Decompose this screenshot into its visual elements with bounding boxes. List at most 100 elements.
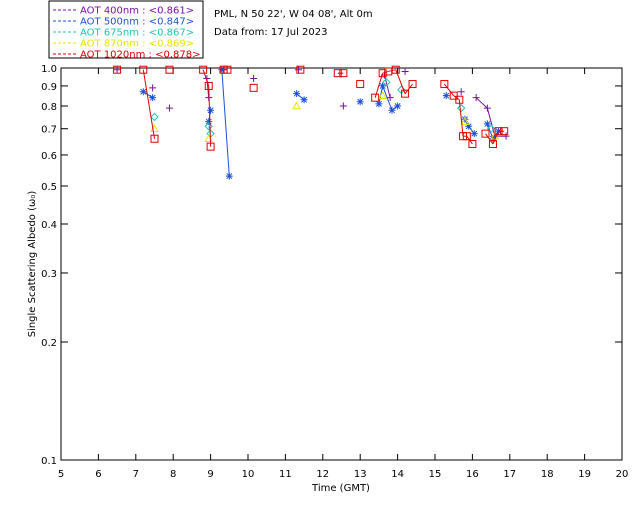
x-axis-label: Time (GMT) (311, 483, 370, 494)
x-tick-label: 18 (541, 469, 554, 480)
data-point (483, 104, 491, 112)
data-point (139, 88, 147, 96)
y-tick-label: 0.8 (41, 102, 57, 113)
info-date: Data from: 17 Jul 2023 (214, 27, 327, 38)
data-point (199, 65, 208, 74)
data-point (488, 139, 497, 148)
data-point (207, 106, 215, 114)
series-segment (221, 69, 230, 177)
series-segment (202, 69, 210, 87)
data-point (382, 77, 391, 87)
data-point (388, 106, 396, 114)
series-segment (404, 83, 413, 94)
data-point (371, 93, 380, 102)
data-point (218, 66, 226, 74)
y-tick-label: 0.4 (41, 220, 57, 231)
x-tick-label: 20 (616, 469, 629, 480)
data-point (356, 80, 365, 89)
plot-frame (60, 67, 623, 461)
series-segment (486, 108, 496, 137)
data-point (375, 100, 383, 108)
x-tick-label: 10 (242, 469, 255, 480)
legend-entry: AOT 400nm : <0.861> (80, 6, 194, 17)
x-tick-label: 7 (133, 469, 139, 480)
series-segment (142, 69, 155, 139)
data-point (465, 122, 473, 130)
data-point (391, 65, 400, 74)
data-point (401, 67, 409, 75)
data-point (442, 92, 450, 100)
series-segment (453, 95, 460, 101)
data-point (486, 124, 496, 133)
data-point (223, 65, 232, 74)
x-tick-label: 13 (354, 469, 367, 480)
y-tick-label: 0.9 (41, 82, 57, 93)
y-tick-label: 0.3 (41, 269, 57, 280)
data-point (457, 88, 465, 96)
data-point (296, 65, 305, 74)
y-tick-label: 1.0 (41, 64, 57, 75)
legend-entry: AOT 870nm : <0.869> (80, 39, 194, 50)
info-block: PML, N 50 22', W 04 08', Alt 0m Data fro… (214, 9, 373, 38)
x-tick-label: 14 (391, 469, 404, 480)
data-point (394, 102, 402, 110)
data-point (456, 103, 466, 113)
data-point (113, 65, 122, 74)
series-layer (113, 65, 510, 180)
data-point (379, 82, 387, 90)
data-point (470, 130, 478, 138)
x-tick-label: 15 (429, 469, 442, 480)
data-point (460, 117, 470, 125)
series-segment (382, 85, 393, 111)
data-point (339, 69, 348, 78)
y-axis-label: Single Scattering Albedo (ω₀) (27, 191, 38, 338)
info-location: PML, N 50 22', W 04 08', Alt 0m (214, 9, 373, 20)
data-point (300, 96, 308, 104)
series-segment (475, 97, 488, 109)
data-point (113, 66, 121, 74)
data-point (502, 132, 510, 140)
series-segment (208, 85, 212, 147)
series-segment (374, 73, 384, 98)
y-tick-label: 0.7 (41, 125, 57, 136)
data-point (483, 120, 491, 128)
series-segment (458, 99, 464, 137)
data-point (149, 94, 157, 102)
y-tick-label: 0.6 (41, 151, 57, 162)
series-segment (485, 133, 494, 145)
data-point (206, 142, 215, 151)
legend-entry: AOT 1020nm : <0.878> (80, 50, 200, 61)
data-point (408, 80, 417, 89)
data-point (440, 80, 449, 89)
data-point (378, 69, 387, 78)
data-point (339, 102, 347, 110)
data-point (494, 127, 503, 136)
x-tick-label: 17 (503, 469, 516, 480)
x-tick-label: 8 (170, 469, 176, 480)
series (113, 65, 509, 151)
x-tick-labels: 5 6 7 8 9 10 11 12 13 14 15 16 17 18 19 20 (58, 469, 629, 480)
data-point (294, 66, 302, 74)
y-tick-label: 0.2 (41, 338, 57, 349)
data-point (386, 94, 394, 102)
y-tick-label: 0.5 (41, 182, 57, 193)
data-point (378, 91, 387, 99)
data-point (293, 90, 301, 98)
x-tick-label: 19 (578, 469, 591, 480)
data-point (449, 91, 458, 100)
data-point (204, 122, 213, 131)
data-point (481, 129, 490, 138)
x-tick-label: 16 (466, 469, 479, 480)
legend-entry: AOT 500nm : <0.847> (80, 17, 194, 28)
x-tick-label: 5 (58, 469, 64, 480)
data-point (401, 89, 410, 98)
data-point (461, 115, 469, 123)
data-point (249, 83, 258, 92)
series-segment (382, 70, 389, 74)
x-tick-label: 6 (95, 469, 101, 480)
legend-entry: AOT 675nm : <0.867> (80, 28, 194, 39)
data-point (333, 69, 342, 78)
data-point (204, 81, 213, 90)
